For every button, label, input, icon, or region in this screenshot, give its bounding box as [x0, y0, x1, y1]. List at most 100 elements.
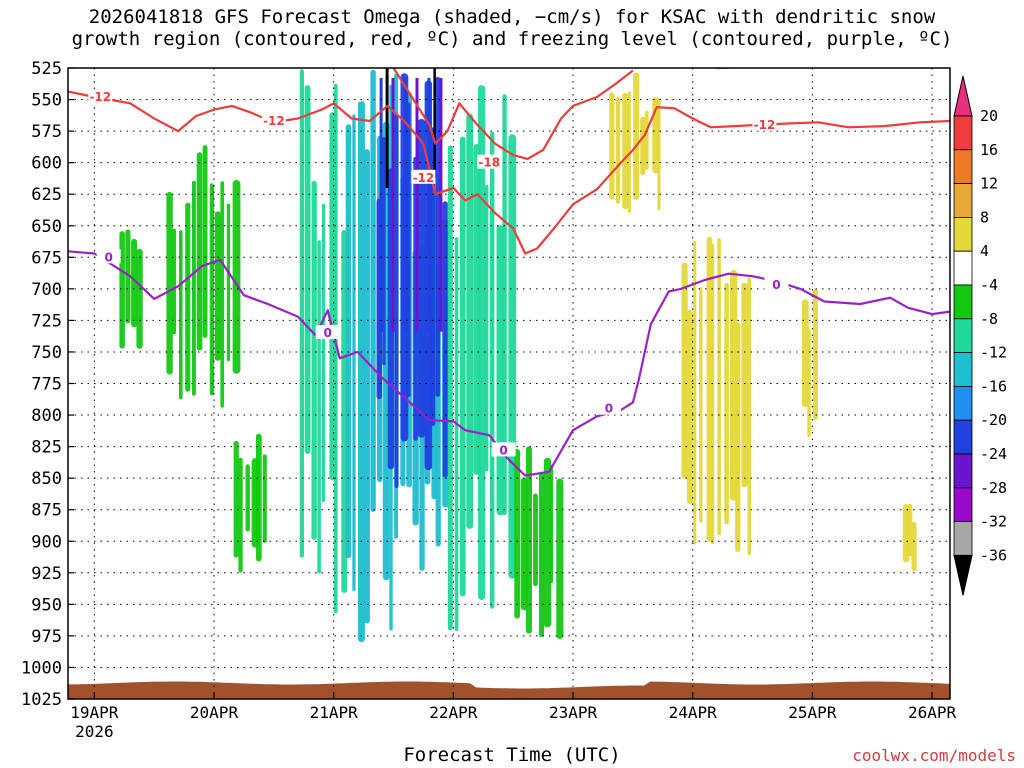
- dotted-grid: [68, 68, 950, 699]
- freezing-level-contour-label: 0: [324, 326, 332, 340]
- title-line-1: 2026041818 GFS Forecast Omega (shaded, −…: [88, 6, 936, 28]
- x-tick-label: 23APR: [549, 703, 598, 722]
- freezing-level-contour-label: 0: [772, 278, 780, 292]
- dgz-minus18-contour-label-bg: [477, 154, 502, 169]
- y-tick-label: 925: [31, 564, 62, 584]
- x-tick-label: 24APR: [669, 703, 718, 722]
- omega-streak: [447, 145, 453, 631]
- colorbar-label: -16: [980, 377, 1007, 395]
- omega-streak: [724, 282, 729, 525]
- y-tick-label: 900: [31, 532, 62, 552]
- omega-streak: [710, 243, 715, 545]
- x-tick-label: 22APR: [429, 703, 478, 722]
- omega-streak: [238, 457, 243, 573]
- colorbar-label: -12: [980, 344, 1007, 362]
- omega-streak: [681, 262, 688, 479]
- freezing-level-contour-label-bg: [764, 277, 789, 292]
- omega-streak: [119, 231, 125, 349]
- omega-streak: [616, 96, 621, 204]
- omega-streak: [185, 202, 191, 392]
- omega-streak: [131, 238, 137, 328]
- omega-streak: [459, 136, 466, 597]
- dgz-minus12-contour-label: -12: [89, 90, 111, 104]
- colorbar-label: 4: [980, 242, 989, 260]
- y-tick-label: 550: [31, 91, 62, 111]
- y-tick-label: 1025: [21, 690, 62, 710]
- omega-core: [433, 68, 436, 178]
- y-tick-label: 725: [31, 311, 62, 331]
- freezing-level-contour-label-bg: [315, 325, 340, 340]
- omega-streak: [514, 449, 521, 619]
- omega-streak: [333, 83, 338, 614]
- colorbar-swatch: [953, 284, 973, 320]
- omega-streak: [706, 236, 713, 542]
- omega-streak: [699, 287, 703, 523]
- x-tick-label: 21APR: [310, 703, 359, 722]
- omega-streak: [502, 94, 507, 516]
- omega-streak: [801, 299, 809, 408]
- dgz-minus12-contour-label: -12: [754, 118, 776, 132]
- dgz-minus12-contour-label: -12: [263, 114, 285, 128]
- omega-streak: [717, 238, 721, 536]
- omega-streak: [322, 203, 326, 503]
- omega-streak: [382, 137, 386, 366]
- colorbar-swatch: [953, 183, 973, 218]
- omega-streak: [735, 322, 741, 552]
- omega-streak: [341, 230, 347, 593]
- freezing-level-contour-label-bg: [491, 442, 516, 457]
- colorbar-top-arrow: [953, 75, 973, 117]
- omega-core: [379, 78, 383, 332]
- omega-streak: [911, 522, 917, 572]
- omega-core: [415, 78, 419, 332]
- colorbar-label: -24: [980, 445, 1007, 463]
- x-axis-dates: 19APR 20APR 21APR 22APR 23APR 24APR 25APR 26APR…: [70, 693, 956, 741]
- dgz-minus18-contour: [392, 68, 634, 160]
- omega-shading: [119, 68, 917, 643]
- y-tick-label: 1000: [21, 658, 62, 678]
- omega-streak: [363, 149, 370, 624]
- colorbar-label: 20: [980, 107, 998, 125]
- colorbar-swatch: [953, 453, 973, 489]
- omega-streak: [622, 93, 629, 210]
- omega-streak: [429, 127, 436, 427]
- omega-streak: [741, 282, 748, 488]
- dgz-minus12-contour-label-bg: [261, 113, 286, 128]
- omega-core: [403, 78, 407, 332]
- y-tick-label: 600: [31, 154, 62, 174]
- omega-core: [427, 78, 431, 332]
- colorbar-swatch: [953, 385, 973, 421]
- omega-streak: [812, 288, 818, 420]
- y-tick-label: 825: [31, 438, 62, 458]
- omega-streak: [192, 180, 196, 396]
- omega-streak: [417, 118, 425, 438]
- omega-streak: [484, 184, 489, 472]
- omega-streak: [166, 191, 173, 375]
- y-axis-pressure: 525 550 575 600 625 650 675 700 725 750 775 800 825 8…: [21, 59, 74, 710]
- omega-streak: [125, 229, 131, 324]
- omega-streak: [644, 110, 649, 170]
- omega-streak: [466, 113, 473, 529]
- colorbar-label: -36: [980, 546, 1007, 564]
- omega-streak: [345, 124, 352, 559]
- omega-streak: [747, 277, 751, 556]
- colorbar-label: -4: [980, 276, 998, 294]
- dgz-minus12-contour-label-bg: [88, 89, 113, 104]
- colorbar-swatch: [953, 318, 973, 353]
- omega-streak: [214, 211, 221, 361]
- colorbar-label: -20: [980, 411, 1007, 429]
- title-line-2: growth region (contoured, red, ºC) and f…: [71, 28, 953, 50]
- omega-streak: [202, 145, 208, 338]
- y-tick-label: 875: [31, 501, 62, 521]
- omega-streak: [196, 152, 203, 351]
- x-tick-label: 19APR: [70, 703, 119, 722]
- omega-streak: [394, 114, 399, 488]
- omega-streak: [357, 101, 365, 643]
- chart-title: 2026041818 GFS Forecast Omega (shaded, −…: [0, 6, 1024, 50]
- credit-link[interactable]: coolwx.com/models: [852, 746, 1016, 765]
- y-tick-label: 800: [31, 406, 62, 426]
- colorbar: 20 16 12 8 4 -4 -8 -12 -16 -20 -24 -28 -32 -36: [953, 75, 1007, 596]
- colorbar-swatch: [953, 149, 973, 185]
- colorbar-swatch: [953, 115, 973, 151]
- omega-streak: [262, 454, 267, 543]
